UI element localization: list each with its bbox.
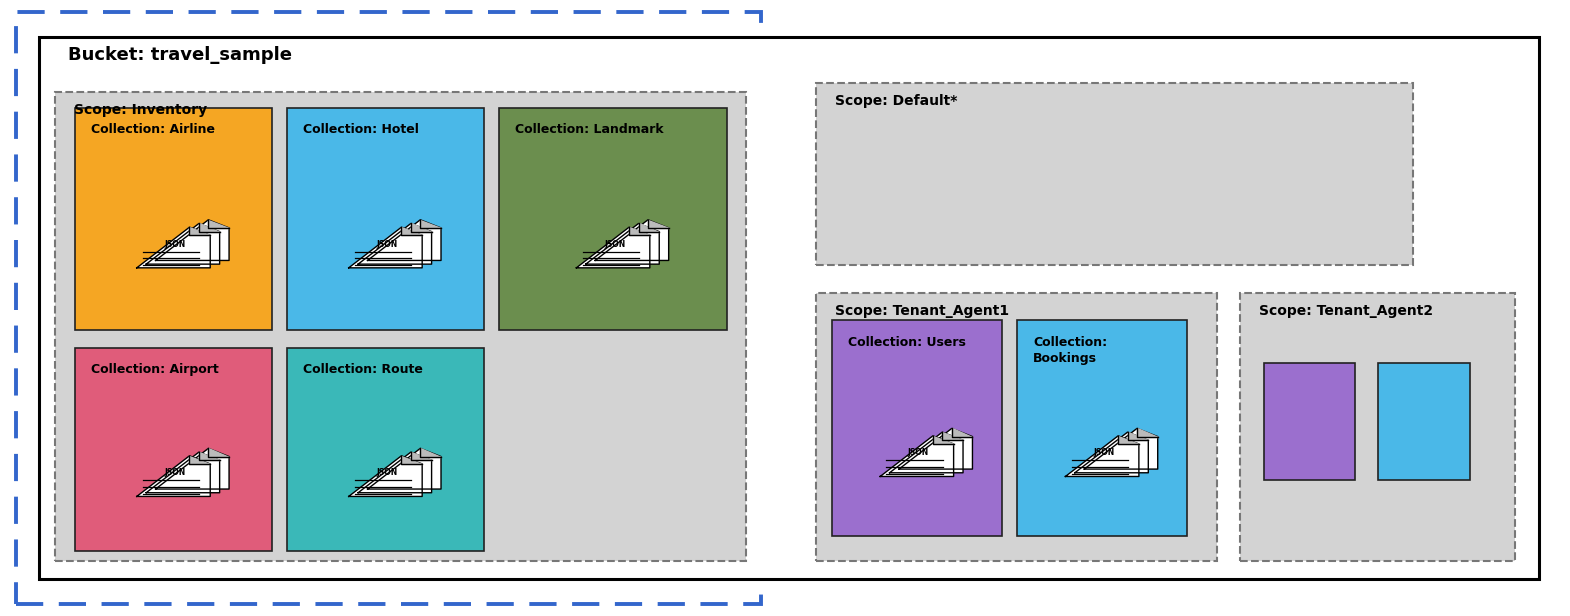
Text: JSON: JSON [165,468,185,477]
Polygon shape [900,429,972,469]
FancyBboxPatch shape [832,320,1002,536]
Polygon shape [648,220,669,228]
Text: Collection:
Bookings: Collection: Bookings [1033,336,1107,365]
Text: Bucket: travel_sample: Bucket: travel_sample [68,46,292,64]
FancyBboxPatch shape [1378,363,1470,480]
Polygon shape [367,448,441,489]
FancyBboxPatch shape [287,108,484,330]
Text: JSON: JSON [1093,448,1115,458]
Text: JSON: JSON [907,448,929,458]
FancyBboxPatch shape [39,37,1539,579]
Polygon shape [942,432,962,440]
Polygon shape [190,456,210,464]
FancyBboxPatch shape [816,293,1217,561]
FancyBboxPatch shape [55,92,746,561]
Polygon shape [630,227,650,235]
FancyBboxPatch shape [1240,293,1515,561]
Polygon shape [1075,432,1148,473]
Text: Collection: Landmark: Collection: Landmark [515,123,664,136]
FancyBboxPatch shape [816,83,1413,265]
Text: JSON: JSON [604,240,625,249]
Polygon shape [881,436,953,477]
Polygon shape [349,227,422,268]
Polygon shape [951,429,972,437]
FancyBboxPatch shape [499,108,727,330]
Text: Scope: Tenant_Agent1: Scope: Tenant_Agent1 [835,304,1010,318]
Polygon shape [349,456,422,496]
Polygon shape [595,220,669,261]
Polygon shape [1066,436,1138,477]
Polygon shape [209,448,229,456]
Polygon shape [576,227,650,268]
Polygon shape [1118,436,1138,444]
FancyBboxPatch shape [1017,320,1187,536]
Polygon shape [146,224,220,264]
Text: Collection: Users: Collection: Users [848,336,966,349]
Text: JSON: JSON [377,240,397,249]
Polygon shape [1137,429,1157,437]
Polygon shape [1085,429,1157,469]
Polygon shape [199,452,220,460]
Text: JSON: JSON [165,240,185,249]
Polygon shape [586,224,659,264]
Polygon shape [402,456,422,464]
Polygon shape [411,452,432,460]
Text: Scope: Tenant_Agent2: Scope: Tenant_Agent2 [1259,304,1433,318]
Polygon shape [155,448,229,489]
Text: JSON: JSON [377,468,397,477]
Text: Collection: Hotel: Collection: Hotel [303,123,419,136]
Polygon shape [367,220,441,261]
Polygon shape [421,448,441,456]
Text: Collection: Airport: Collection: Airport [91,363,218,376]
Text: Collection: Route: Collection: Route [303,363,422,376]
FancyBboxPatch shape [1264,363,1355,480]
Polygon shape [137,456,210,496]
FancyBboxPatch shape [287,348,484,551]
Polygon shape [155,220,229,261]
Polygon shape [411,224,432,232]
Polygon shape [209,220,229,228]
Polygon shape [402,227,422,235]
Text: Scope: Inventory: Scope: Inventory [74,103,207,118]
Polygon shape [358,224,432,264]
Polygon shape [421,220,441,228]
Polygon shape [358,452,432,493]
Polygon shape [933,436,953,444]
Polygon shape [890,432,962,473]
Polygon shape [639,224,659,232]
Text: Collection: Airline: Collection: Airline [91,123,215,136]
Polygon shape [1127,432,1148,440]
FancyBboxPatch shape [75,348,272,551]
Polygon shape [190,227,210,235]
FancyBboxPatch shape [75,108,272,330]
Text: Scope: Default*: Scope: Default* [835,94,958,108]
Polygon shape [137,227,210,268]
Polygon shape [146,452,220,493]
Polygon shape [199,224,220,232]
